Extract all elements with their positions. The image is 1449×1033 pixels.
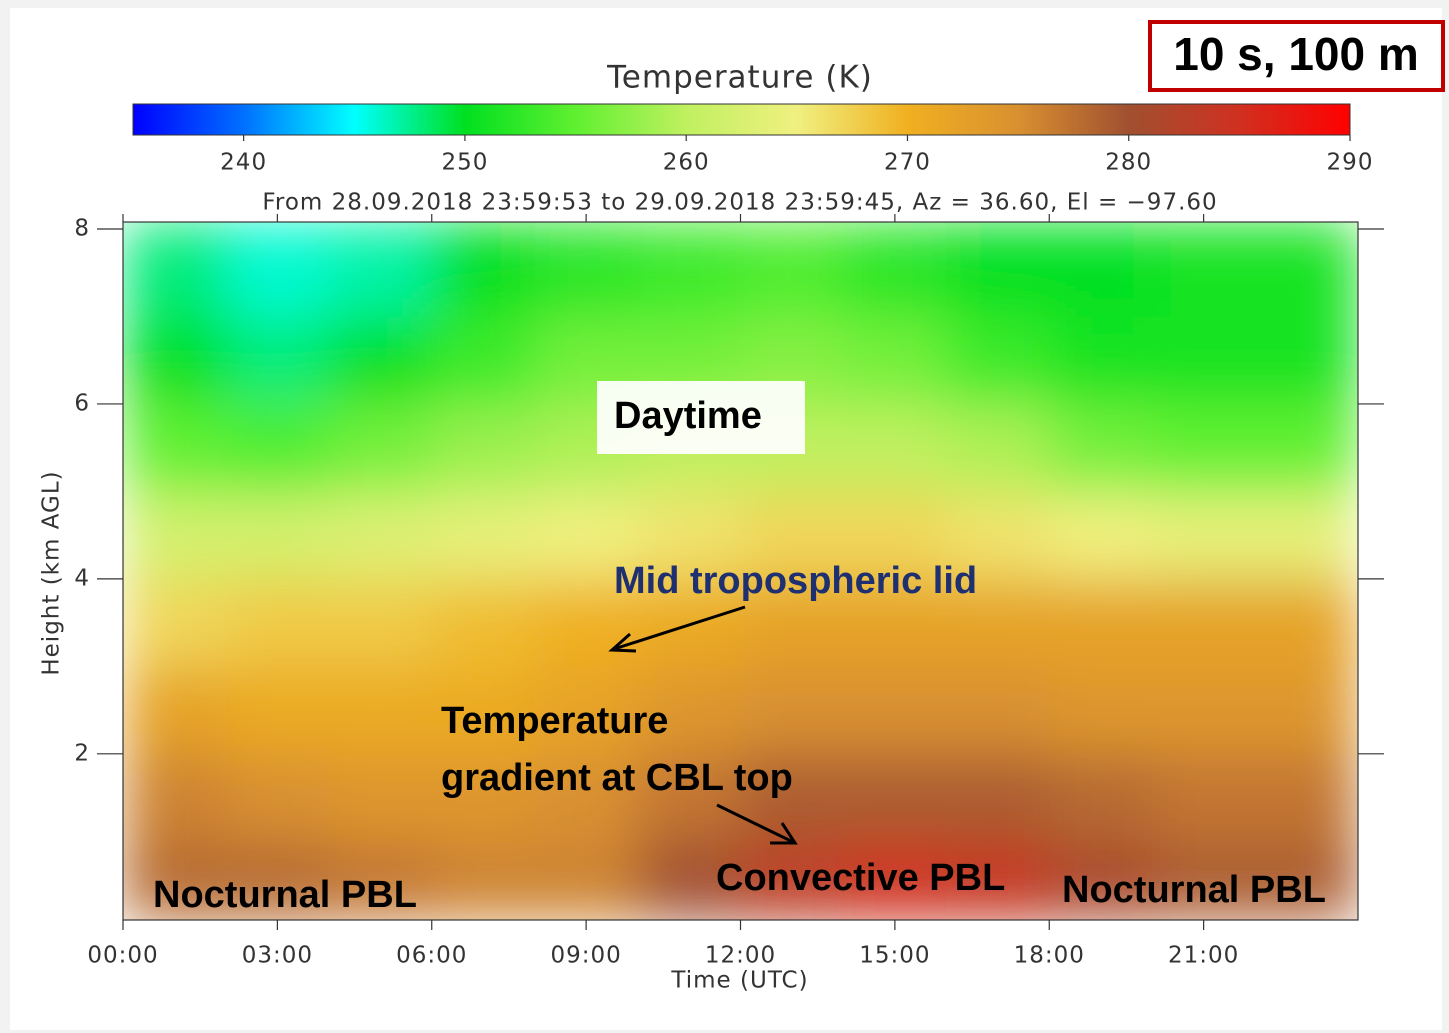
heatmap-cell	[1152, 404, 1255, 492]
heatmap-cell	[1152, 222, 1255, 317]
heatmap-cell	[1152, 491, 1255, 579]
daytime-label: Daytime	[614, 395, 762, 437]
heatmap-cell	[329, 316, 432, 404]
heatmap-cell	[741, 666, 844, 754]
heatmap-cell	[123, 404, 226, 492]
x-tick-label: 21:00	[1168, 943, 1239, 969]
heatmap-cell	[1255, 579, 1358, 667]
heatmap-cell	[1255, 316, 1358, 404]
heatmap-cell	[329, 579, 432, 667]
colorbar-tick-label: 250	[441, 150, 488, 176]
heatmap-cell	[1152, 754, 1255, 842]
heatmap-cell	[329, 222, 432, 317]
heatmap-cell	[329, 754, 432, 842]
heatmap-cell	[638, 222, 741, 317]
heatmap-cell	[1049, 579, 1152, 667]
x-tick-label: 03:00	[242, 943, 313, 969]
y-tick-label: 2	[74, 740, 90, 766]
heatmap-cell	[432, 316, 535, 404]
heatmap-cell	[123, 316, 226, 404]
figure: Temperature (K) From 28.09.2018 23:59:53…	[0, 0, 1449, 1033]
heatmap-cell	[123, 666, 226, 754]
heatmap-cell	[1049, 754, 1152, 842]
heatmap-cell	[843, 666, 946, 754]
heatmap-cell	[946, 222, 1049, 317]
heatmap-cell	[432, 841, 535, 920]
heatmap-cell	[432, 491, 535, 579]
y-tick-label: 6	[74, 390, 90, 416]
cbl-label-line2: gradient at CBL top	[441, 757, 793, 799]
heatmap-cell	[1049, 222, 1152, 317]
colorbar-label: Temperature (K)	[606, 60, 873, 96]
heatmap-cell	[741, 222, 844, 317]
heatmap-cell	[123, 491, 226, 579]
heatmap-cell	[226, 316, 329, 404]
nocturnal-label-right: Nocturnal PBL	[1062, 869, 1326, 911]
heatmap-cell	[329, 666, 432, 754]
heatmap-cell	[535, 222, 638, 317]
heatmap-cell	[1049, 404, 1152, 492]
heatmap-cell	[843, 316, 946, 404]
heatmap-cell	[946, 754, 1049, 842]
colorbar-tick-label: 270	[884, 150, 931, 176]
x-tick-label: 06:00	[396, 943, 467, 969]
heatmap-cell	[226, 579, 329, 667]
heatmap-cell	[226, 404, 329, 492]
cbl-label-line1: Temperature	[441, 700, 668, 742]
heatmap-cell	[123, 222, 226, 317]
colorbar-tick-label: 290	[1327, 150, 1374, 176]
heatmap-cell	[946, 316, 1049, 404]
heatmap-cell	[1049, 666, 1152, 754]
heatmap-cell	[1049, 316, 1152, 404]
lid-label: Mid tropospheric lid	[614, 560, 977, 602]
heatmap-cell	[946, 666, 1049, 754]
heatmap-cell	[226, 754, 329, 842]
x-tick-label: 18:00	[1014, 943, 1085, 969]
heatmap-cell	[843, 754, 946, 842]
y-tick-label: 8	[74, 215, 90, 241]
heatmap-cell	[226, 222, 329, 317]
heatmap-cell	[946, 404, 1049, 492]
colorbar-tick-label: 280	[1105, 150, 1152, 176]
heatmap-cell	[1152, 666, 1255, 754]
heatmap-cell	[329, 491, 432, 579]
heatmap-cell	[123, 579, 226, 667]
heatmap-cell	[432, 404, 535, 492]
heatmap-cell	[123, 754, 226, 842]
heatmap-cell	[1255, 491, 1358, 579]
heatmap-cell	[843, 222, 946, 317]
heatmap-cell	[226, 666, 329, 754]
heatmap-cell	[1255, 666, 1358, 754]
heatmap-cell	[1152, 316, 1255, 404]
heatmap-cell	[432, 579, 535, 667]
x-tick-label: 00:00	[87, 943, 158, 969]
resolution-label: 10 s, 100 m	[1173, 28, 1419, 80]
heatmap-cell	[843, 404, 946, 492]
nocturnal-label-left: Nocturnal PBL	[153, 874, 417, 916]
subtitle: From 28.09.2018 23:59:53 to 29.09.2018 2…	[262, 190, 1217, 216]
y-tick-label: 4	[74, 565, 90, 591]
heatmap-cell	[1255, 754, 1358, 842]
x-tick-label: 09:00	[550, 943, 621, 969]
heatmap-cell	[1255, 222, 1358, 317]
x-axis-label: Time (UTC)	[670, 968, 808, 994]
y-axis-label: Height (km AGL)	[39, 470, 65, 675]
x-tick-label: 15:00	[859, 943, 930, 969]
heatmap-cell	[226, 491, 329, 579]
convective-label: Convective PBL	[716, 857, 1005, 899]
heatmap-cell	[535, 841, 638, 920]
colorbar	[133, 104, 1350, 135]
colorbar-tick-label: 260	[663, 150, 710, 176]
x-tick-label: 12:00	[705, 943, 776, 969]
heatmap-cell	[1049, 491, 1152, 579]
heatmap-cell	[432, 222, 535, 317]
heatmap-cell	[329, 404, 432, 492]
colorbar-tick-label: 240	[220, 150, 267, 176]
heatmap-cell	[1255, 404, 1358, 492]
heatmap-cell	[1152, 579, 1255, 667]
